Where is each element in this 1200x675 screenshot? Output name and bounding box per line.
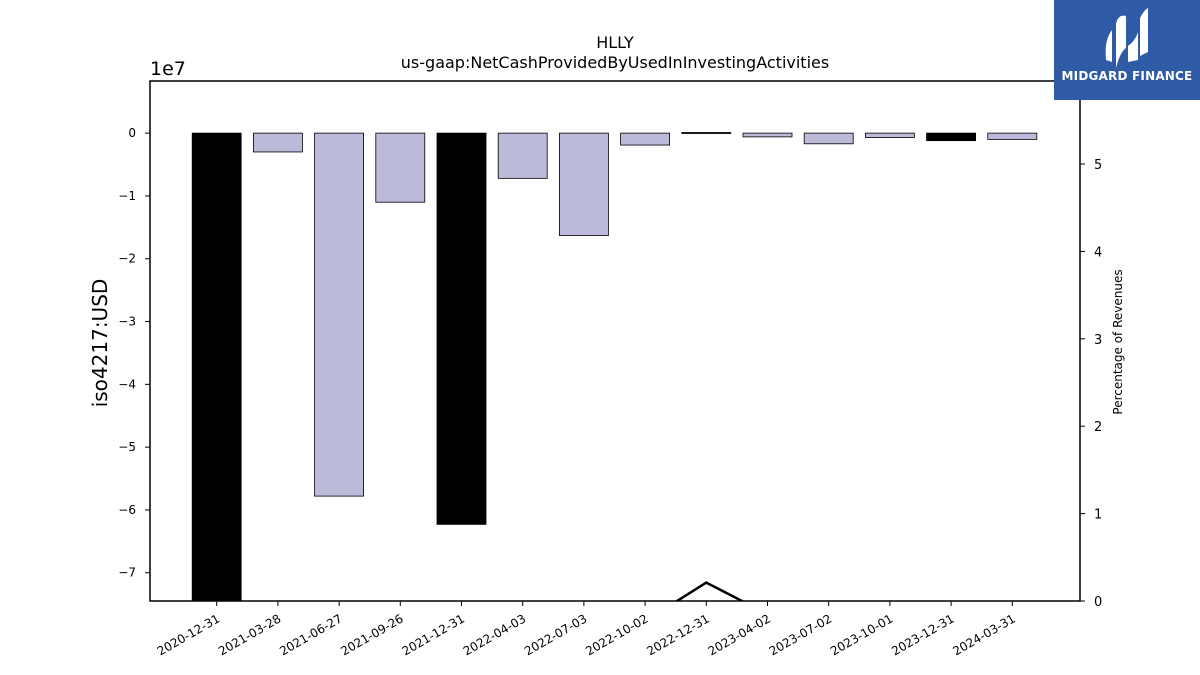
x-tick-label: 2024-03-31 <box>950 611 1017 658</box>
bar <box>314 132 365 497</box>
right-y-tick-label: 4 <box>1094 245 1102 260</box>
right-y-tick-label: 1 <box>1094 508 1102 523</box>
logo-mark-icon <box>1105 8 1148 68</box>
bar <box>681 132 732 134</box>
bar <box>620 132 670 146</box>
right-y-tick-label: 5 <box>1094 158 1102 173</box>
x-tick-label: 2021-03-28 <box>216 611 283 658</box>
bar <box>987 132 1038 140</box>
x-tick-label: 2023-10-01 <box>828 611 895 658</box>
y-tick-label: −6 <box>118 503 136 517</box>
midgard-finance-logo: MIDGARD FINANCE <box>1054 0 1200 100</box>
bar <box>742 132 793 138</box>
plot-frame <box>149 80 1081 602</box>
y-tick-label: 0 <box>128 126 136 140</box>
y-tick-label: −1 <box>118 189 136 203</box>
x-tick-label: 2021-09-26 <box>338 611 405 658</box>
bar <box>436 132 487 525</box>
bar <box>803 132 854 145</box>
right-y-tick-label: 2 <box>1094 420 1102 435</box>
right-y-axis-label: Percentage of Revenues <box>1111 269 1125 414</box>
y-axis-label: iso4217:USD <box>88 279 112 408</box>
bar <box>191 132 242 602</box>
y-tick-label: −4 <box>118 377 136 391</box>
x-tick-label: 2023-04-02 <box>706 611 773 658</box>
y-tick-label: −2 <box>118 252 136 266</box>
x-tick-label: 2021-06-27 <box>277 611 344 658</box>
bar <box>375 132 426 203</box>
logo-text: MIDGARD FINANCE <box>1061 69 1193 83</box>
x-tick-label: 2022-07-03 <box>522 611 589 658</box>
x-tick-label: 2021-12-31 <box>400 611 467 658</box>
chart-subtitle: us-gaap:NetCashProvidedByUsedInInvesting… <box>401 53 829 72</box>
y-tick-label: −3 <box>118 315 136 329</box>
bar <box>252 132 303 153</box>
right-y-tick-label: 0 <box>1094 595 1102 610</box>
x-tick-label: 2022-12-31 <box>644 611 711 658</box>
y-tick-label: −7 <box>118 566 136 580</box>
bar <box>559 132 609 236</box>
x-tick-label: 2022-10-02 <box>583 611 650 658</box>
x-tick-label: 2020-12-31 <box>155 611 222 658</box>
y-tick-label: −5 <box>118 440 136 454</box>
bar <box>926 132 976 142</box>
x-tick-label: 2023-12-31 <box>889 611 956 658</box>
percentage-line <box>674 581 745 601</box>
bar <box>497 132 548 179</box>
chart-title: HLLY <box>596 33 634 52</box>
bar <box>865 132 915 138</box>
x-tick-label: 2022-04-03 <box>461 611 528 658</box>
x-tick-label: 2023-07-02 <box>767 611 834 658</box>
right-y-tick-label: 3 <box>1094 333 1102 348</box>
y-offset-label: 1e7 <box>150 58 186 80</box>
